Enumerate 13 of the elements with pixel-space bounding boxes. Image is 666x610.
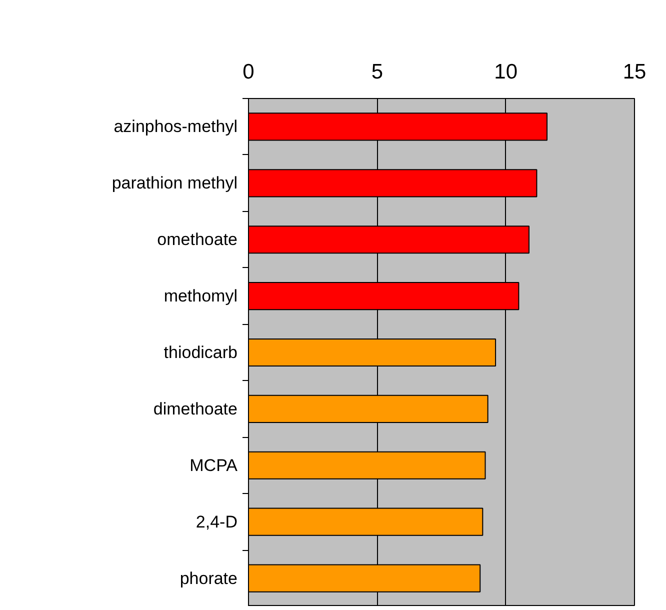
x-tick-label: 5	[371, 60, 384, 84]
y-tick-label: parathion methyl	[112, 174, 238, 193]
y-tick-label: omethoate	[157, 230, 238, 250]
y-tick-label: MCPA	[190, 456, 238, 475]
y-tick-label: thiodicarb	[164, 343, 238, 362]
y-tick-label: 2,4-D	[196, 512, 238, 532]
x-tick-label: 15	[622, 60, 646, 84]
x-tick-label: 10	[494, 60, 518, 84]
y-tick-label: dimethoate	[153, 399, 238, 418]
y-tick-label: phorate	[180, 568, 238, 588]
y-tick-label: azinphos-methyl	[114, 117, 238, 136]
x-tick-label: 0	[242, 60, 254, 84]
y-tick-label: methomyl	[164, 286, 238, 306]
